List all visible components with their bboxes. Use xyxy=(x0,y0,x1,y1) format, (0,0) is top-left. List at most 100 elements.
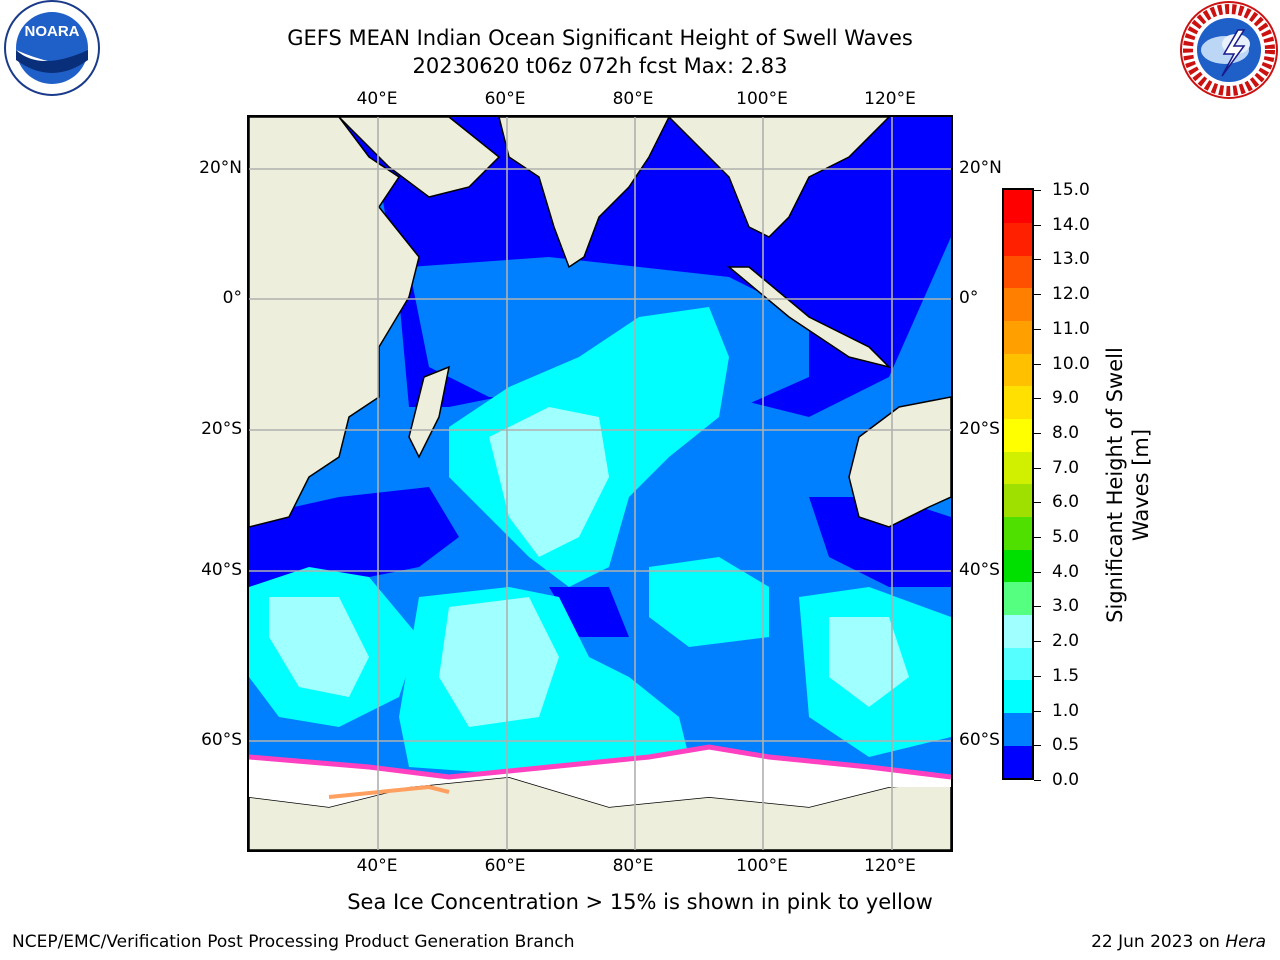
colorbar-label: 14.0 xyxy=(1052,214,1090,235)
lon-label-bottom-120e: 120°E xyxy=(864,856,916,876)
lon-label-top-100e: 100°E xyxy=(736,89,788,109)
colorbar-segment xyxy=(1004,582,1032,615)
colorbar-segment xyxy=(1004,484,1032,517)
colorbar-tick xyxy=(1034,363,1041,365)
colorbar-segment xyxy=(1004,386,1032,419)
colorbar-tick xyxy=(1034,328,1041,330)
colorbar-tick xyxy=(1034,780,1041,781)
colorbar-label: 12.0 xyxy=(1052,284,1090,305)
nws-logo xyxy=(1180,1,1278,99)
lon-label-top-120e: 120°E xyxy=(864,89,916,109)
colorbar-label: 13.0 xyxy=(1052,249,1090,270)
map-subtitle: 20230620 t06z 072h fcst Max: 2.83 xyxy=(412,54,788,78)
sea-ice-footnote: Sea Ice Concentration > 15% is shown in … xyxy=(347,890,933,914)
lon-label-top-40e: 40°E xyxy=(356,89,398,109)
kerguelen-deep-swell xyxy=(549,587,629,637)
map-canvas xyxy=(249,117,951,850)
colorbar-tick xyxy=(1034,502,1041,504)
colorbar-tick xyxy=(1034,294,1041,296)
colorbar-segment xyxy=(1004,647,1032,681)
colorbar-tick xyxy=(1034,606,1041,608)
south-africa-deep-swell xyxy=(249,487,459,587)
south-central-cyan-swell xyxy=(649,557,769,647)
colorbar-title: Significant Height of Swell Waves [m] xyxy=(1103,347,1153,623)
sea-ice-edge xyxy=(249,744,951,780)
colorbar-label: 10.0 xyxy=(1052,353,1090,374)
southeast-asia-land xyxy=(667,117,891,238)
swell-core-southeast xyxy=(829,617,909,707)
colorbar-segment xyxy=(1004,353,1032,387)
lat-label-left-60s: 60°S xyxy=(201,730,242,750)
swell-core-central xyxy=(489,407,609,557)
colorbar-tick xyxy=(1034,675,1041,677)
india-land xyxy=(498,117,670,269)
lon-label-bottom-60e: 60°E xyxy=(484,856,526,876)
colorbar-segment xyxy=(1004,288,1032,321)
credit-text: NCEP/EMC/Verification Post Processing Pr… xyxy=(12,932,575,952)
colorbar-label: 5.0 xyxy=(1052,527,1080,548)
graticule xyxy=(249,117,951,850)
lon-label-bottom-80e: 80°E xyxy=(612,856,654,876)
lon-label-bottom-100e: 100°E xyxy=(736,856,788,876)
lat-label-left-40s: 40°S xyxy=(201,560,242,580)
colorbar-label: 3.0 xyxy=(1052,596,1080,617)
map-panel xyxy=(247,115,953,852)
date-stamp: 22 Jun 2023 on Hera xyxy=(1091,932,1266,952)
date-host: Hera xyxy=(1225,932,1266,952)
colorbar-tick xyxy=(1034,190,1041,191)
lon-label-top-60e: 60°E xyxy=(484,89,526,109)
swell-core-south xyxy=(439,597,559,727)
sea-ice-yellow xyxy=(328,784,450,799)
lat-label-right-20n: 20°N xyxy=(959,158,1002,178)
colorbar-segment xyxy=(1004,418,1032,452)
colorbar-tick xyxy=(1034,259,1041,261)
swell-core-southwest xyxy=(269,597,369,697)
noaa-logo: NOARA xyxy=(4,0,100,96)
colorbar-label: 7.0 xyxy=(1052,457,1080,478)
lat-label-left-0: 0° xyxy=(222,288,242,308)
colorbar xyxy=(1002,188,1034,780)
australia-deep-swell xyxy=(809,497,951,587)
colorbar-label: 8.0 xyxy=(1052,422,1080,443)
colorbar-tick xyxy=(1034,745,1041,747)
lat-label-right-0: 0° xyxy=(959,288,979,308)
colorbar-tick xyxy=(1034,641,1041,643)
lat-label-right-20s: 20°S xyxy=(959,419,1000,439)
colorbar-label: 15.0 xyxy=(1052,180,1090,200)
colorbar-label: 9.0 xyxy=(1052,388,1080,409)
lat-label-left-20n: 20°N xyxy=(199,158,242,178)
lon-label-top-80e: 80°E xyxy=(612,89,654,109)
noaa-logo-text: NOARA xyxy=(25,23,80,40)
colorbar-segment xyxy=(1004,712,1032,746)
colorbar-label: 6.0 xyxy=(1052,492,1080,513)
colorbar-label: 0.0 xyxy=(1052,770,1080,790)
colorbar-label: 0.5 xyxy=(1052,735,1080,756)
colorbar-segment xyxy=(1004,451,1032,485)
lat-label-right-60s: 60°S xyxy=(959,730,1000,750)
colorbar-label: 2.0 xyxy=(1052,631,1080,652)
colorbar-segment xyxy=(1004,614,1032,648)
colorbar-tick xyxy=(1034,710,1041,712)
colorbar-segment xyxy=(1004,745,1032,778)
colorbar-segment xyxy=(1004,222,1032,256)
colorbar-label: 11.0 xyxy=(1052,318,1090,339)
map-title: GEFS MEAN Indian Ocean Significant Heigh… xyxy=(287,26,913,50)
colorbar-tick xyxy=(1034,398,1041,400)
date-text: 22 Jun 2023 on xyxy=(1091,932,1226,952)
colorbar-tick xyxy=(1034,537,1041,539)
lat-label-right-40s: 40°S xyxy=(959,560,1000,580)
colorbar-segment xyxy=(1004,680,1032,713)
africa-land xyxy=(249,117,420,528)
colorbar-tick xyxy=(1034,571,1041,573)
colorbar-tick xyxy=(1034,467,1041,469)
arabia-land xyxy=(337,117,501,198)
lat-label-left-20s: 20°S xyxy=(201,419,242,439)
colorbar-label: 1.0 xyxy=(1052,700,1080,721)
colorbar-tick xyxy=(1034,432,1041,434)
colorbar-segment xyxy=(1004,516,1032,550)
sumatra-land xyxy=(726,266,892,369)
colorbar-label: 4.0 xyxy=(1052,561,1080,582)
colorbar-segment xyxy=(1004,320,1032,354)
colorbar-label: 1.5 xyxy=(1052,665,1080,686)
madagascar-land xyxy=(408,365,451,459)
